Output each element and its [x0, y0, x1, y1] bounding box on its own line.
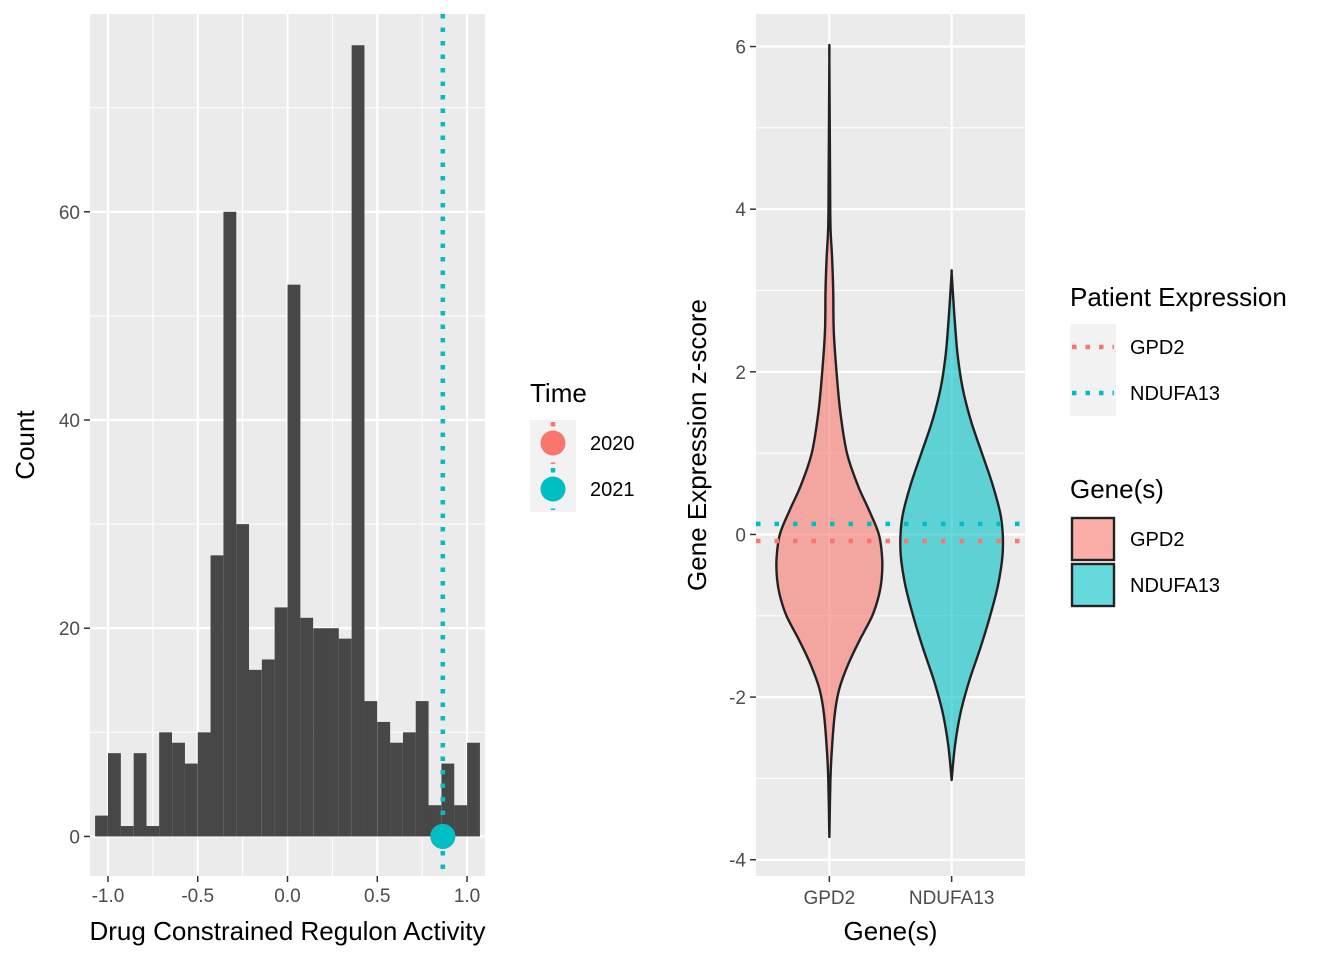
violin-x-ticks: GPD2 NDUFA13 [803, 876, 994, 909]
time-legend-title: Time [530, 378, 587, 408]
histogram-bar [236, 524, 250, 837]
histogram-bar [223, 211, 237, 837]
histogram-y-tick-label: 0 [69, 827, 80, 848]
violin-y-tick-label: -4 [729, 851, 746, 872]
time-legend-key-point [540, 430, 566, 456]
histogram-bar [95, 815, 108, 837]
violin-y-tick-label: 0 [735, 525, 746, 546]
violin-y-tick-label: 6 [735, 38, 746, 59]
histogram-bar [300, 617, 314, 837]
time-legend-label: 2021 [590, 479, 635, 501]
histogram-bar [403, 732, 416, 837]
histogram-bar [441, 763, 455, 837]
violin-y-tick-label: -2 [729, 688, 746, 709]
histogram-bar [313, 628, 327, 837]
histogram-bar [338, 638, 352, 837]
time-legend-key-point [540, 476, 566, 502]
gene-legend-key-swatch [1070, 562, 1116, 608]
patient-expression-legend-title: Patient Expression [1070, 282, 1287, 312]
violin-plot-background [756, 14, 1025, 876]
histogram-x-tick-label: -1.0 [92, 886, 125, 907]
violin-x-tick-label: NDUFA13 [909, 888, 995, 909]
histogram-bar [287, 284, 301, 837]
violin-shapes [775, 43, 1005, 839]
histogram-y-tick-label: 20 [59, 619, 80, 640]
histogram-bar [133, 753, 147, 837]
histogram-bar [184, 763, 198, 837]
violin-y-ticks: -4 -2 0 2 4 6 [729, 38, 756, 872]
gene-legend-items: GPD2 NDUFA13 [1070, 516, 1220, 608]
violin-shape-gpd2 [775, 43, 884, 839]
histogram-bar [159, 732, 172, 837]
histogram-bar [364, 701, 378, 837]
histogram-bar [390, 742, 403, 837]
patient-expression-legend-items: GPD2 NDUFA13 [1070, 324, 1220, 416]
histogram-x-tick-label: 1.0 [454, 886, 480, 907]
histogram-panel: -1.0 -0.5 0.0 0.5 1.0 0 20 40 60 Drug Constrain… [10, 14, 485, 946]
gene-legend-key-swatch [1070, 516, 1116, 562]
patient-expression-legend-key-background [1070, 324, 1116, 370]
histogram-bar [325, 628, 339, 837]
histogram-bar [261, 659, 275, 837]
histogram-bar [351, 45, 365, 837]
histogram-bar [248, 669, 262, 837]
histogram-bar [274, 607, 288, 837]
patient-expression-legend: Patient Expression GPD2 NDUFA13 [1070, 282, 1287, 416]
patient-expression-legend-label: GPD2 [1130, 337, 1184, 359]
histogram-y-tick-label: 40 [59, 411, 80, 432]
histogram-y-tick-label: 60 [59, 203, 80, 224]
histogram-x-axis-title: Drug Constrained Regulon Activity [90, 916, 486, 946]
histogram-bar [467, 742, 480, 837]
violin-y-tick-label: 4 [735, 200, 746, 221]
violin-y-axis-title: Gene Expression z-score [682, 299, 712, 591]
histogram-patient-point-2021 [430, 823, 456, 849]
histogram-bar [146, 826, 160, 837]
gene-legend-label: GPD2 [1130, 529, 1184, 551]
histogram-bar [197, 732, 211, 837]
time-legend-items: 2020 2021 [530, 420, 635, 512]
histogram-bar [454, 805, 467, 837]
histogram-x-ticks: -1.0 -0.5 0.0 0.5 1.0 [92, 876, 480, 907]
gene-legend: Gene(s) GPD2 NDUFA13 [1070, 474, 1220, 608]
time-legend-label: 2020 [590, 433, 635, 455]
histogram-bars [95, 45, 480, 837]
patient-expression-legend-key-background [1070, 370, 1116, 416]
time-legend: Time 2020 2021 [530, 378, 635, 512]
histogram-bar [172, 742, 185, 837]
violin-shape-ndufa13 [899, 269, 1005, 782]
violin-x-tick-label: GPD2 [803, 888, 855, 909]
histogram-gridlines [90, 14, 485, 876]
violin-x-axis-title: Gene(s) [844, 916, 938, 946]
histogram-bar [120, 826, 134, 837]
histogram-y-axis-title: Count [10, 410, 40, 480]
histogram-x-tick-label: -0.5 [181, 886, 214, 907]
histogram-x-tick-label: 0.0 [274, 886, 300, 907]
violin-panel: GPD2 NDUFA13 -4 -2 0 2 4 6 Gene(s) Gene Expres… [682, 14, 1025, 946]
violin-patient-lines [756, 521, 1025, 544]
patient-expression-legend-label: NDUFA13 [1130, 383, 1220, 405]
histogram-bar [377, 721, 391, 837]
histogram-bar [210, 555, 224, 837]
histogram-bar [108, 753, 121, 837]
histogram-x-tick-label: 0.5 [364, 886, 390, 907]
gene-legend-title: Gene(s) [1070, 474, 1164, 504]
histogram-bar [415, 701, 429, 837]
gene-legend-label: NDUFA13 [1130, 575, 1220, 597]
histogram-y-ticks: 0 20 40 60 [59, 203, 90, 848]
violin-y-tick-label: 2 [735, 363, 746, 384]
histogram-patient-markers [430, 823, 456, 849]
